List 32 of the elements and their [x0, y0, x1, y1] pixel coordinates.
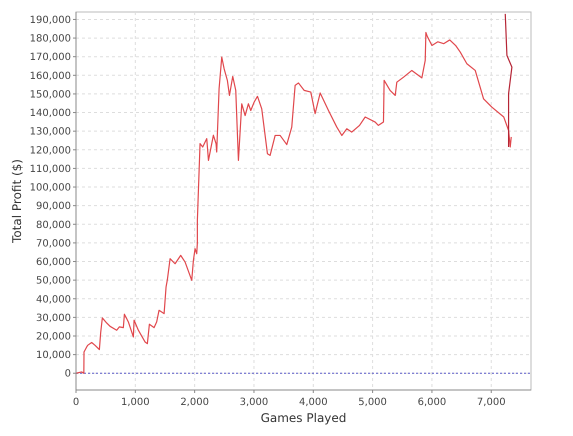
x-tick-label: 3,000	[240, 397, 268, 408]
x-tick-label: 7,000	[476, 397, 506, 408]
y-tick-label: 130,000	[30, 126, 71, 138]
y-tick-label: 170,000	[30, 52, 71, 64]
x-tick-label: 2,000	[180, 397, 209, 408]
y-tick-label: 40,000	[36, 294, 71, 306]
y-tick-label: 30,000	[36, 312, 71, 324]
y-tick-label: 50,000	[36, 276, 71, 287]
x-tick-label: 4,000	[298, 397, 328, 408]
y-tick-label: 160,000	[30, 70, 71, 82]
line-series	[75, 32, 512, 374]
line-series	[504, 13, 512, 148]
y-tick-label: 70,000	[36, 238, 71, 250]
y-tick-label: 0	[64, 368, 71, 380]
y-axis-title: Total Profit ($)	[10, 159, 24, 244]
y-tick-label: 140,000	[30, 108, 71, 120]
y-tick-label: 90,000	[36, 201, 71, 212]
y-tick-label: 110,000	[30, 164, 71, 175]
y-tick-label: 100,000	[30, 182, 71, 194]
y-tick-label: 180,000	[30, 34, 71, 45]
y-tick-label: 190,000	[30, 14, 71, 26]
y-tick-label: 150,000	[30, 89, 71, 100]
x-tick-label: 0	[72, 397, 80, 408]
x-tick-label: 6,000	[418, 397, 446, 408]
y-tick-label: 10,000	[36, 350, 71, 362]
x-tick-label: 1,000	[121, 397, 150, 408]
y-tick-label: 80,000	[36, 220, 71, 231]
y-tick-label: 20,000	[36, 332, 71, 342]
y-tick-label: 120,000	[30, 145, 71, 156]
x-axis-title: Games Played	[260, 411, 346, 425]
x-tick-label: 5,000	[358, 397, 387, 408]
y-tick-label: 60,000	[36, 257, 71, 268]
